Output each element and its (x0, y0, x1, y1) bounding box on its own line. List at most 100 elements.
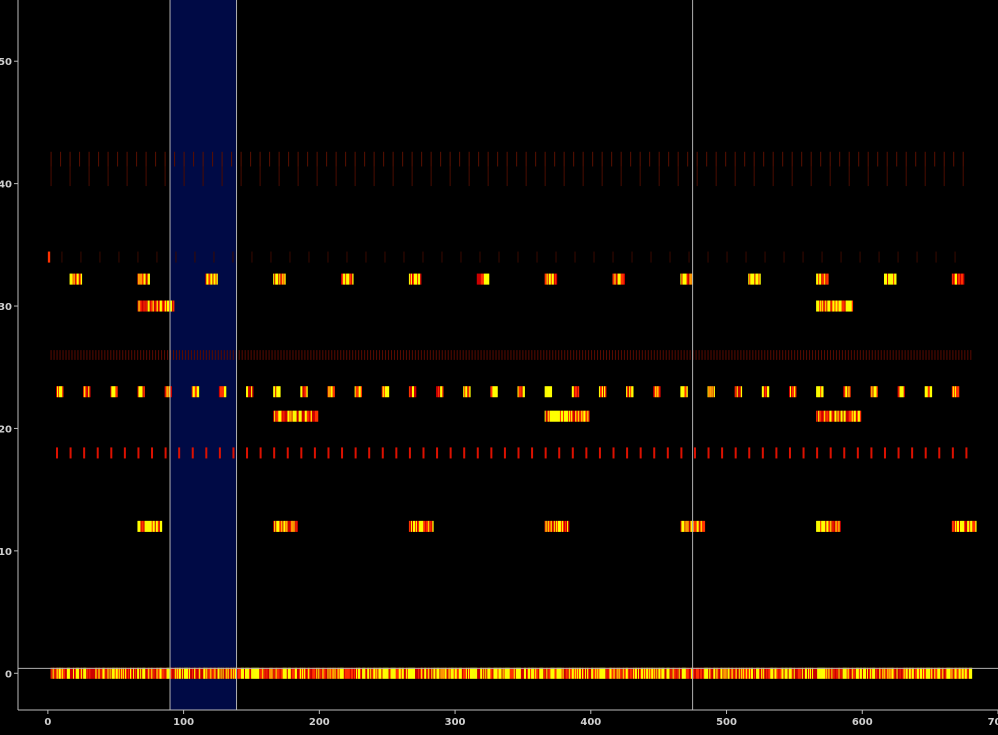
spike-mark (555, 667, 557, 679)
spike-mark (313, 667, 315, 679)
spike-mark (205, 273, 207, 285)
spike-mark (702, 667, 704, 679)
spike-mark (138, 386, 140, 398)
spike-mark (698, 520, 701, 532)
spike-mark (462, 667, 465, 679)
spike-mark (390, 350, 392, 360)
spike-mark (756, 273, 758, 285)
spike-mark (615, 273, 617, 285)
spike-mark (539, 667, 541, 679)
spike-mark (629, 386, 631, 398)
spike-mark (335, 667, 337, 679)
spike-mark (96, 667, 98, 679)
spike-mark (893, 667, 895, 679)
spike-mark (963, 273, 965, 285)
spike-mark (159, 300, 162, 312)
spike-mark (492, 386, 494, 398)
spike-mark (153, 300, 156, 312)
spike-mark (913, 667, 916, 679)
spike-mark (430, 667, 432, 679)
spike-mark (901, 350, 903, 360)
spike-mark (740, 350, 742, 360)
spike-mark (718, 667, 720, 679)
spike-mark (829, 520, 831, 532)
spike-mark (249, 386, 251, 398)
spike-mark (872, 667, 874, 679)
spike-mark (192, 667, 194, 679)
spike-mark (955, 667, 957, 679)
spike-mark (713, 350, 715, 360)
spike-mark (422, 251, 424, 263)
spike-mark (217, 350, 219, 360)
spike-mark (293, 667, 296, 679)
spike-mark (444, 667, 446, 679)
spike-mark (968, 520, 970, 532)
spike-mark (620, 667, 622, 679)
x-tick-label: 500 (716, 717, 737, 728)
spike-mark (577, 386, 580, 398)
spike-mark (597, 667, 599, 679)
spike-mark (355, 667, 358, 679)
spike-mark (330, 667, 332, 679)
spike-mark (116, 667, 119, 679)
spike-mark (573, 410, 575, 422)
spike-mark (688, 520, 690, 532)
spike-mark (392, 166, 394, 187)
spike-mark (943, 166, 945, 187)
spike-mark (84, 386, 86, 398)
spike-mark (245, 667, 247, 679)
spike-mark (125, 350, 127, 360)
spike-mark (155, 520, 158, 532)
spike-mark (411, 386, 414, 398)
spike-mark (931, 350, 933, 360)
spike-mark (694, 667, 697, 679)
spike-mark (803, 350, 805, 360)
spike-mark (230, 667, 233, 679)
spike-mark (873, 386, 875, 398)
spike-mark (320, 667, 322, 679)
spike-mark (654, 667, 656, 679)
spike-mark (544, 447, 547, 459)
spike-mark (158, 667, 160, 679)
spike-mark (143, 350, 145, 360)
spike-mark (821, 251, 823, 263)
spike-mark (965, 667, 968, 679)
spike-mark (965, 520, 967, 532)
spike-mark (569, 667, 572, 679)
spike-marks (47, 151, 977, 679)
spike-mark (229, 350, 231, 360)
spike-mark (554, 520, 557, 532)
spike-mark (846, 386, 848, 398)
spike-mark (938, 667, 940, 679)
spike-mark (924, 151, 926, 167)
spike-mark (696, 166, 698, 187)
spike-mark (905, 667, 908, 679)
spike-mark (221, 151, 223, 167)
spike-mark (166, 300, 169, 312)
spike-mark (833, 520, 835, 532)
spike-mark (495, 386, 497, 398)
spike-mark (336, 667, 338, 679)
spike-mark (876, 667, 878, 679)
spike-mark (218, 386, 221, 398)
spike-mark (164, 166, 166, 187)
spike-mark (416, 520, 418, 532)
spike-mark (305, 667, 307, 679)
spike-mark (232, 350, 234, 360)
spike-mark (767, 386, 770, 398)
spike-mark (292, 350, 294, 360)
spike-mark (283, 520, 285, 532)
spike-mark (953, 273, 956, 285)
spike-mark (164, 447, 167, 459)
spike-mark (925, 350, 927, 360)
spike-mark (140, 273, 142, 285)
spike-mark (403, 251, 405, 263)
spike-mark (278, 520, 280, 532)
spike-mark (107, 166, 109, 187)
reference-lines (18, 0, 998, 710)
spike-mark (869, 667, 871, 679)
spike-mark (549, 273, 552, 285)
spike-mark (934, 350, 936, 360)
spike-mark (950, 667, 952, 679)
spike-mark (180, 667, 183, 679)
